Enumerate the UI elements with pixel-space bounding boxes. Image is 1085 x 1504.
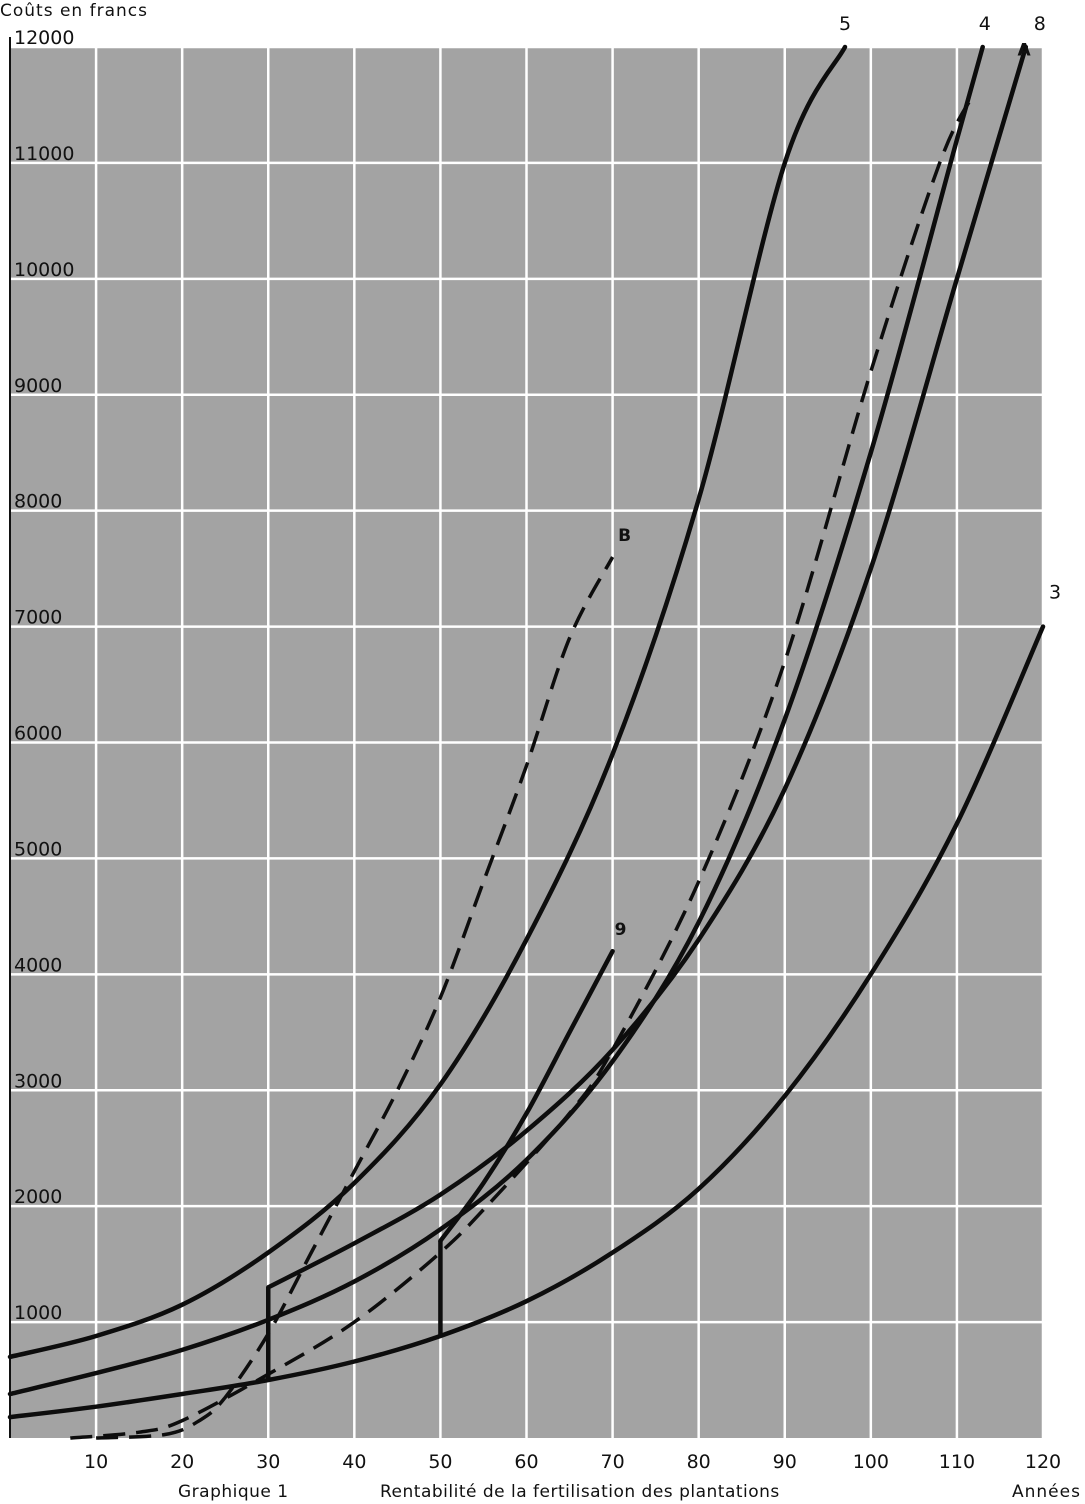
y-tick-label: 6000 [14, 723, 62, 745]
y-tick-label: 8000 [14, 491, 62, 513]
y-tick-label: 4000 [14, 954, 62, 976]
series-label-B: B [618, 526, 631, 546]
series-line-3 [7, 624, 1046, 1420]
series-line-9 [438, 948, 615, 1244]
x-tick-label: 50 [428, 1451, 452, 1473]
tick-labels: 1000 2000 3000 4000 5000 6000 7000 8000 9000 1000… [14, 27, 1061, 1473]
chart-title: Rentabilité de la fertilisation des plan… [380, 1482, 780, 1502]
series-group [7, 44, 1046, 1440]
x-tick-label: 30 [256, 1451, 280, 1473]
x-tick-label: 60 [514, 1451, 538, 1473]
x-tick-label: 20 [170, 1451, 194, 1473]
y-tick-label: 7000 [14, 607, 62, 629]
series-labels: 5 4 8 3 9 A B [615, 13, 1061, 940]
series-line-A [70, 92, 976, 1440]
series-line-B [96, 556, 615, 1440]
series-line-5 [7, 44, 848, 1360]
series-label-3: 3 [1049, 582, 1061, 604]
y-tick-label: 11000 [14, 143, 74, 165]
y-tick-label: 5000 [14, 838, 62, 860]
x-tick-label: 110 [939, 1451, 975, 1473]
y-tick-label: 2000 [14, 1186, 62, 1208]
series-label-9: 9 [615, 920, 627, 940]
y-axis-title: Coûts en francs [0, 1, 148, 21]
x-tick-label: 40 [342, 1451, 366, 1473]
series-line-8 [266, 44, 1029, 1290]
chart-caption-label: Graphique 1 [178, 1482, 289, 1502]
series-label-A: A [1018, 40, 1032, 60]
x-tick-label: 70 [600, 1451, 624, 1473]
gridlines [9, 37, 1045, 1438]
series-label-8: 8 [1034, 13, 1046, 35]
x-axis-title: Années [1012, 1482, 1081, 1502]
x-tick-label: 80 [687, 1451, 711, 1473]
series-line-4 [7, 44, 985, 1397]
y-tick-label: 3000 [14, 1070, 62, 1092]
x-tick-label: 100 [853, 1451, 889, 1473]
series-label-4: 4 [979, 13, 991, 35]
y-tick-label: 1000 [14, 1302, 62, 1324]
x-tick-label: 10 [84, 1451, 108, 1473]
y-tick-label: 10000 [14, 259, 74, 281]
series-label-5: 5 [839, 13, 851, 35]
x-tick-label: 90 [773, 1451, 797, 1473]
y-tick-label: 12000 [14, 27, 74, 49]
x-tick-label: 120 [1025, 1451, 1061, 1473]
y-tick-label: 9000 [14, 375, 62, 397]
